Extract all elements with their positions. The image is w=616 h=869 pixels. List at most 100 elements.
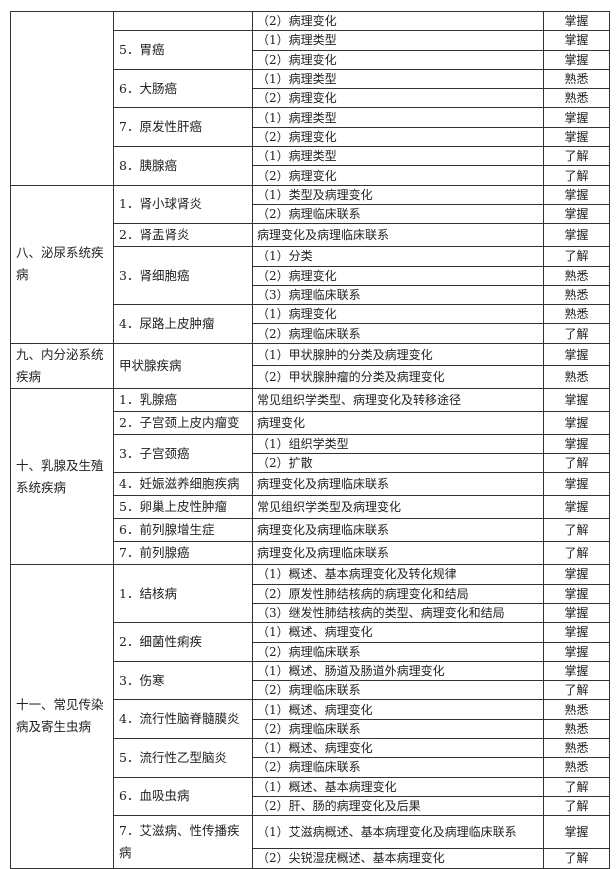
- content-cell: （2）病理变化: [252, 265, 544, 286]
- requirement-level-cell: 掌握: [543, 660, 610, 682]
- requirement-level-cell: 了解: [543, 165, 610, 186]
- topic-cell: 甲状腺疾病: [113, 342, 253, 389]
- requirement-level-cell: 熟悉: [543, 265, 610, 286]
- requirement-level-cell: 熟悉: [543, 365, 610, 389]
- content-cell: （2）病理临床联系: [252, 641, 544, 662]
- section-title-cell: 十一、常见传染病及寄生虫病: [10, 564, 114, 869]
- requirement-level-cell: 掌握: [543, 495, 610, 520]
- syllabus-table: （2）病理变化 掌握 5．胃癌 （1）病理类型 掌握 （2）病理变化 掌握 6．大肠癌 （1）病…: [10, 10, 610, 869]
- content-cell: （1）甲状腺肿的分类及病理变化: [252, 342, 544, 367]
- requirement-level-cell: 掌握: [543, 126, 610, 148]
- requirement-level-cell: 了解: [543, 680, 610, 701]
- requirement-level-cell: 熟悉: [543, 757, 610, 778]
- content-cell: （1）概述、病理变化: [252, 699, 544, 720]
- table-row: 4．尿路上皮肿瘤 （1）病理变化 熟悉: [11, 304, 610, 344]
- requirement-level-cell: 掌握: [543, 602, 610, 624]
- content-cell: （2）病理变化: [252, 10, 544, 32]
- requirement-level-cell: 了解: [543, 246, 610, 267]
- requirement-level-cell: 熟悉: [543, 738, 610, 759]
- requirement-level-cell: 熟悉: [543, 284, 610, 306]
- requirement-level-cell: 掌握: [543, 342, 610, 367]
- table-row: （2）病理临床联系 了解: [11, 323, 610, 344]
- content-cell: 病理变化及病理临床联系: [252, 223, 544, 248]
- requirement-level-cell: 熟悉: [543, 88, 610, 109]
- section-title-cell: 九、内分泌系统疾病: [10, 342, 114, 389]
- topic-cell: 3．肾细胞癌: [113, 246, 253, 306]
- content-cell: （1）概述、病理变化: [252, 738, 544, 759]
- table-row: 八、泌尿系统疾病 1．肾小球肾炎 （1）类型及病理变化 掌握: [10, 184, 610, 344]
- content-cell: （3）继发性肺结核病的类型、病理变化和结局: [252, 602, 544, 624]
- content-cell: （1）概述、基本病理变化: [252, 776, 544, 797]
- topic-cell: 4．流行性脑脊髓膜炎: [113, 699, 253, 740]
- requirement-level-cell: 掌握: [543, 387, 610, 412]
- table-row: 2．细菌性痢疾 （1）概述、病理变化 掌握: [11, 622, 610, 662]
- requirement-level-cell: 掌握: [543, 641, 610, 662]
- topic-cell: 6．血吸虫病: [113, 776, 253, 817]
- requirement-level-cell: 掌握: [543, 184, 610, 205]
- syllabus-table-body: （2）病理变化 掌握 5．胃癌 （1）病理类型 掌握 （2）病理变化 掌握 6．大肠癌 （1）病…: [10, 10, 610, 869]
- requirement-level-cell: 熟悉: [543, 699, 610, 720]
- requirement-level-cell: 掌握: [543, 472, 610, 497]
- table-row: 5．卵巢上皮性肿瘤 常见组织学类型及病理变化 掌握: [11, 495, 610, 520]
- topic-cell: 4．妊娠滋养细胞疾病: [113, 472, 253, 497]
- topic-cell: 5．胃癌: [113, 30, 253, 70]
- table-row: 7．前列腺癌 病理变化及病理临床联系 了解: [11, 541, 610, 566]
- content-cell: （1）病理类型: [252, 146, 544, 167]
- table-row: （2）原发性肺结核病的病理变化和结局 掌握: [11, 583, 610, 604]
- topic-cell: 6．前列腺增生症: [113, 518, 253, 543]
- table-row: （2）病理变化 掌握: [10, 10, 610, 186]
- content-cell: （2）尖锐湿疣概述、基本病理变化: [252, 848, 544, 869]
- requirement-level-cell: 掌握: [543, 30, 610, 51]
- table-row: 2．肾盂肾炎 病理变化及病理临床联系 掌握: [11, 223, 610, 248]
- content-cell: （2）病理变化: [252, 165, 544, 186]
- content-cell: 病理变化及病理临床联系: [252, 541, 544, 566]
- topic-cell: 1．肾小球肾炎: [113, 184, 253, 225]
- content-cell: （2）病理变化: [252, 126, 544, 148]
- table-row: 九、内分泌系统疾病 甲状腺疾病 （1）甲状腺肿的分类及病理变化 掌握: [10, 342, 610, 389]
- table-row: 3．肾细胞癌 （1）分类 了解: [11, 246, 610, 306]
- content-cell: （1）病理类型: [252, 68, 544, 90]
- topic-cell: 1．结核病: [113, 564, 253, 624]
- content-cell: 病理变化及病理临床联系: [252, 518, 544, 543]
- requirement-level-cell: 掌握: [543, 49, 610, 70]
- requirement-level-cell: 掌握: [543, 410, 610, 435]
- content-cell: 常见组织学类型及病理变化: [252, 495, 544, 520]
- content-cell: （1）病理变化: [252, 304, 544, 325]
- requirement-level-cell: 熟悉: [543, 304, 610, 325]
- content-cell: （1）病理类型: [252, 107, 544, 128]
- content-cell: （2）甲状腺肿瘤的分类及病理变化: [252, 365, 544, 389]
- topic-cell: 4．尿路上皮肿瘤: [113, 304, 253, 344]
- content-cell: （2）病理临床联系: [252, 203, 544, 225]
- content-cell: （1）概述、肠道及肠道外病理变化: [252, 660, 544, 682]
- topic-cell: 3．伤寒: [113, 660, 253, 701]
- content-cell: （1）类型及病理变化: [252, 184, 544, 205]
- section-title-cell: [10, 11, 114, 186]
- content-cell: （2）病理变化: [252, 49, 544, 70]
- content-cell: （2）病理临床联系: [252, 323, 544, 344]
- table-row: 6．前列腺增生症 病理变化及病理临床联系 了解: [11, 518, 610, 543]
- requirement-level-cell: 掌握: [543, 564, 610, 585]
- content-cell: 病理变化及病理临床联系: [252, 472, 544, 497]
- topic-cell: 7．艾滋病、性传播疾病: [113, 815, 253, 869]
- table-row: 5．流行性乙型脑炎 （1）概述、病理变化 熟悉: [11, 738, 610, 778]
- table-row: （2）扩散 了解: [11, 453, 610, 474]
- requirement-level-cell: 掌握: [543, 223, 610, 248]
- content-cell: （3）病理临床联系: [252, 284, 544, 306]
- requirement-level-cell: 掌握: [543, 622, 610, 643]
- topic-cell: 2．肾盂肾炎: [113, 223, 253, 248]
- table-row: 十、乳腺及生殖系统疾病 1．乳腺癌 常见组织学类型、病理变化及转移途径 掌握: [10, 387, 610, 566]
- requirement-level-cell: 掌握: [543, 107, 610, 128]
- requirement-level-cell: 了解: [543, 146, 610, 167]
- topic-cell: 7．前列腺癌: [113, 541, 253, 566]
- table-row: （2）肝、肠的病理变化及后果 了解: [11, 795, 610, 817]
- content-cell: （2）病理临床联系: [252, 680, 544, 701]
- content-cell: （1）概述、病理变化: [252, 622, 544, 643]
- topic-cell: 5．流行性乙型脑炎: [113, 738, 253, 778]
- requirement-level-cell: 熟悉: [543, 68, 610, 90]
- requirement-level-cell: 了解: [543, 795, 610, 817]
- topic-cell: 6．大肠癌: [113, 68, 253, 109]
- topic-cell: 8．胰腺癌: [113, 146, 253, 186]
- content-cell: 常见组织学类型、病理变化及转移途径: [252, 387, 544, 412]
- table-row: 6．血吸虫病 （1）概述、基本病理变化 了解: [11, 776, 610, 817]
- section-title-cell: 十、乳腺及生殖系统疾病: [10, 387, 114, 566]
